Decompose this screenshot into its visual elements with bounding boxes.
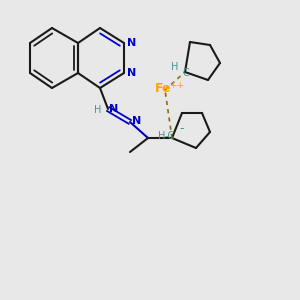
Text: H: H [94,105,102,115]
Text: N: N [132,116,141,126]
Text: N: N [127,68,136,78]
Text: ++: ++ [169,80,184,89]
Text: -: - [180,122,184,136]
Text: N: N [109,104,118,114]
Text: H: H [171,62,179,72]
Text: C: C [183,68,189,78]
Text: N: N [127,38,136,48]
Text: -C: -C [165,131,175,141]
Text: Fe: Fe [155,82,171,94]
Text: H: H [158,131,166,141]
